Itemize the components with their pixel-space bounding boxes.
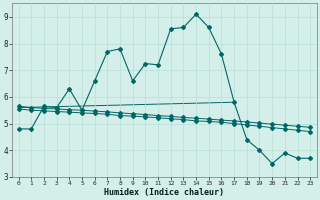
X-axis label: Humidex (Indice chaleur): Humidex (Indice chaleur) xyxy=(104,188,224,197)
